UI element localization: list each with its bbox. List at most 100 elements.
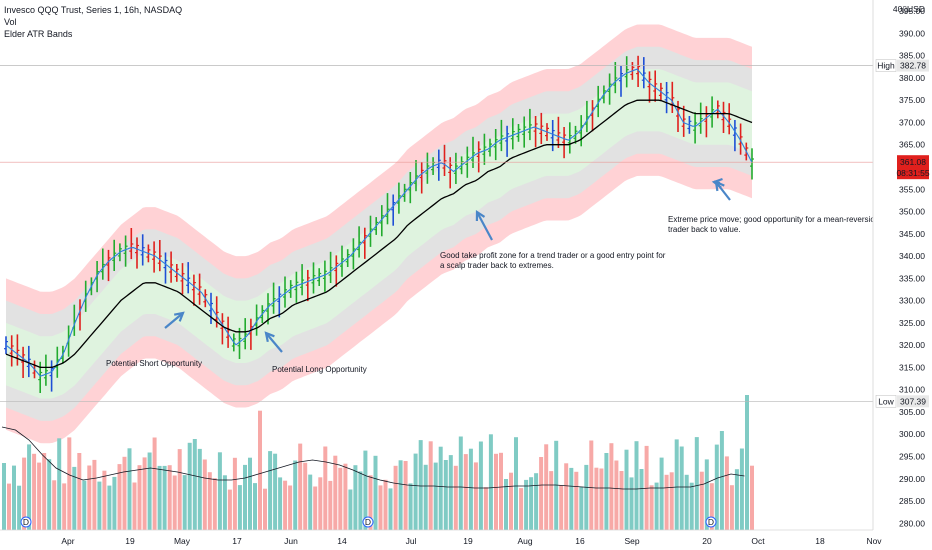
volume-bar [714,444,719,530]
arrow-short [164,312,184,329]
volume-bar [413,453,418,530]
volume-bar [499,452,503,530]
time-tick-label: 17 [232,536,242,546]
volume-bar [353,465,358,530]
volume-bar [2,463,6,530]
volume-bar [67,437,72,530]
volume-bar [383,479,388,530]
volume-bar [453,465,458,530]
volume-bar [659,457,664,530]
low-value: 307.39 [900,396,926,406]
volume-bar [719,431,724,530]
volume-histogram [2,395,754,530]
volume-bar [494,453,498,530]
dividend-marker [20,516,32,528]
time-tick-label: Apr [61,536,74,546]
volume-bar [117,464,122,530]
volume-bar [724,456,729,530]
arrow-extreme-2 [715,181,731,201]
volume-bar [27,444,32,530]
volume-bar [182,475,187,530]
volume-bar [293,460,298,530]
volume-bar [624,449,629,530]
currency-label: 40▯USD [893,4,925,14]
dividend-marker-label: D [365,517,371,527]
volume-bar [313,486,318,530]
volume-bar [584,464,589,530]
volume-bar [122,456,127,530]
price-tick-label: 345.00 [899,229,925,239]
time-tick-label: Jun [284,536,298,546]
time-tick-label: 19 [463,536,473,546]
time-tick-label: Oct [751,536,765,546]
arrow-short-head [173,311,185,322]
dividend-marker [362,516,374,528]
volume-bar [157,465,162,530]
atr-bands-indicator-label[interactable]: Elder ATR Bands [4,29,73,39]
volume-bar [42,453,47,530]
volume-bar [97,481,102,530]
price-axis-bg [873,0,932,550]
volume-bar [102,470,107,530]
volume-bar [559,485,564,530]
volume-indicator-label[interactable]: Vol [4,17,17,27]
volume-bar [609,443,614,530]
symbol-title[interactable]: Invesco QQQ Trust, Series 1, 16h, NASDAQ [4,5,183,15]
volume-bar [52,480,57,530]
price-tick-label: 320.00 [899,340,925,350]
volume-bar [478,441,483,530]
volume-bar [358,471,363,530]
volume-bar [37,462,42,530]
price-tick-label: 390.00 [899,28,925,38]
elder-atr-bands [6,24,752,444]
volume-bar [619,471,624,530]
volume-bar [363,450,368,530]
last-price-value: 361.08 [900,157,926,167]
volume-bar [167,465,172,530]
price-tick-label: 290.00 [899,474,925,484]
time-axis[interactable]: Apr 19 May 17 Jun 14 Jul 19 Aug 16 Sep 20 Oct 18 Nov [0,529,932,550]
volume-bar [750,465,754,530]
volume-bar [112,476,117,530]
volume-bar [524,479,529,530]
volume-bar [318,477,323,530]
price-tick-label: 315.00 [899,362,925,372]
volume-bar [7,483,11,530]
volume-bar [333,455,338,530]
price-axis[interactable]: 390.00385.00380.00375.00370.00365.00360.… [872,0,932,550]
volume-bar [539,457,544,530]
time-tick-label: 20 [702,536,712,546]
chart-legend[interactable]: Invesco QQQ Trust, Series 1, 16h, NASDAQ… [4,4,182,40]
high-value-bg [897,59,929,72]
ema-slow-line [5,99,753,369]
volume-bar [258,410,262,530]
volume-bar [564,463,569,530]
low-label: Low [878,396,894,406]
volume-bar [298,443,303,530]
volume-bar [418,440,423,530]
volume-bar [473,462,478,530]
volume-bar [483,487,488,530]
volume-bar [87,465,92,530]
dividend-marker-label: D [23,517,29,527]
time-axis-bg [0,530,932,550]
volume-bar [614,460,619,530]
price-tick-label: 310.00 [899,385,925,395]
price-tick-label: 295.00 [899,452,925,462]
volume-bar [268,451,273,530]
volume-bar [684,474,689,530]
volume-bar [308,474,313,530]
annotation-text: Potential Short Opportunity [106,359,202,368]
price-tick-label: 305.00 [899,407,925,417]
high-low-lines [0,65,873,402]
price-tick-label: 380.00 [899,73,925,83]
volume-bar [172,475,177,530]
volume-bar [232,457,237,530]
arrow-trend [476,211,493,241]
volume-bar [32,453,37,530]
time-tick-label: Jul [406,536,417,546]
arrow-long-head [264,331,275,343]
volume-bar [283,480,288,530]
volume-bar [12,465,16,530]
